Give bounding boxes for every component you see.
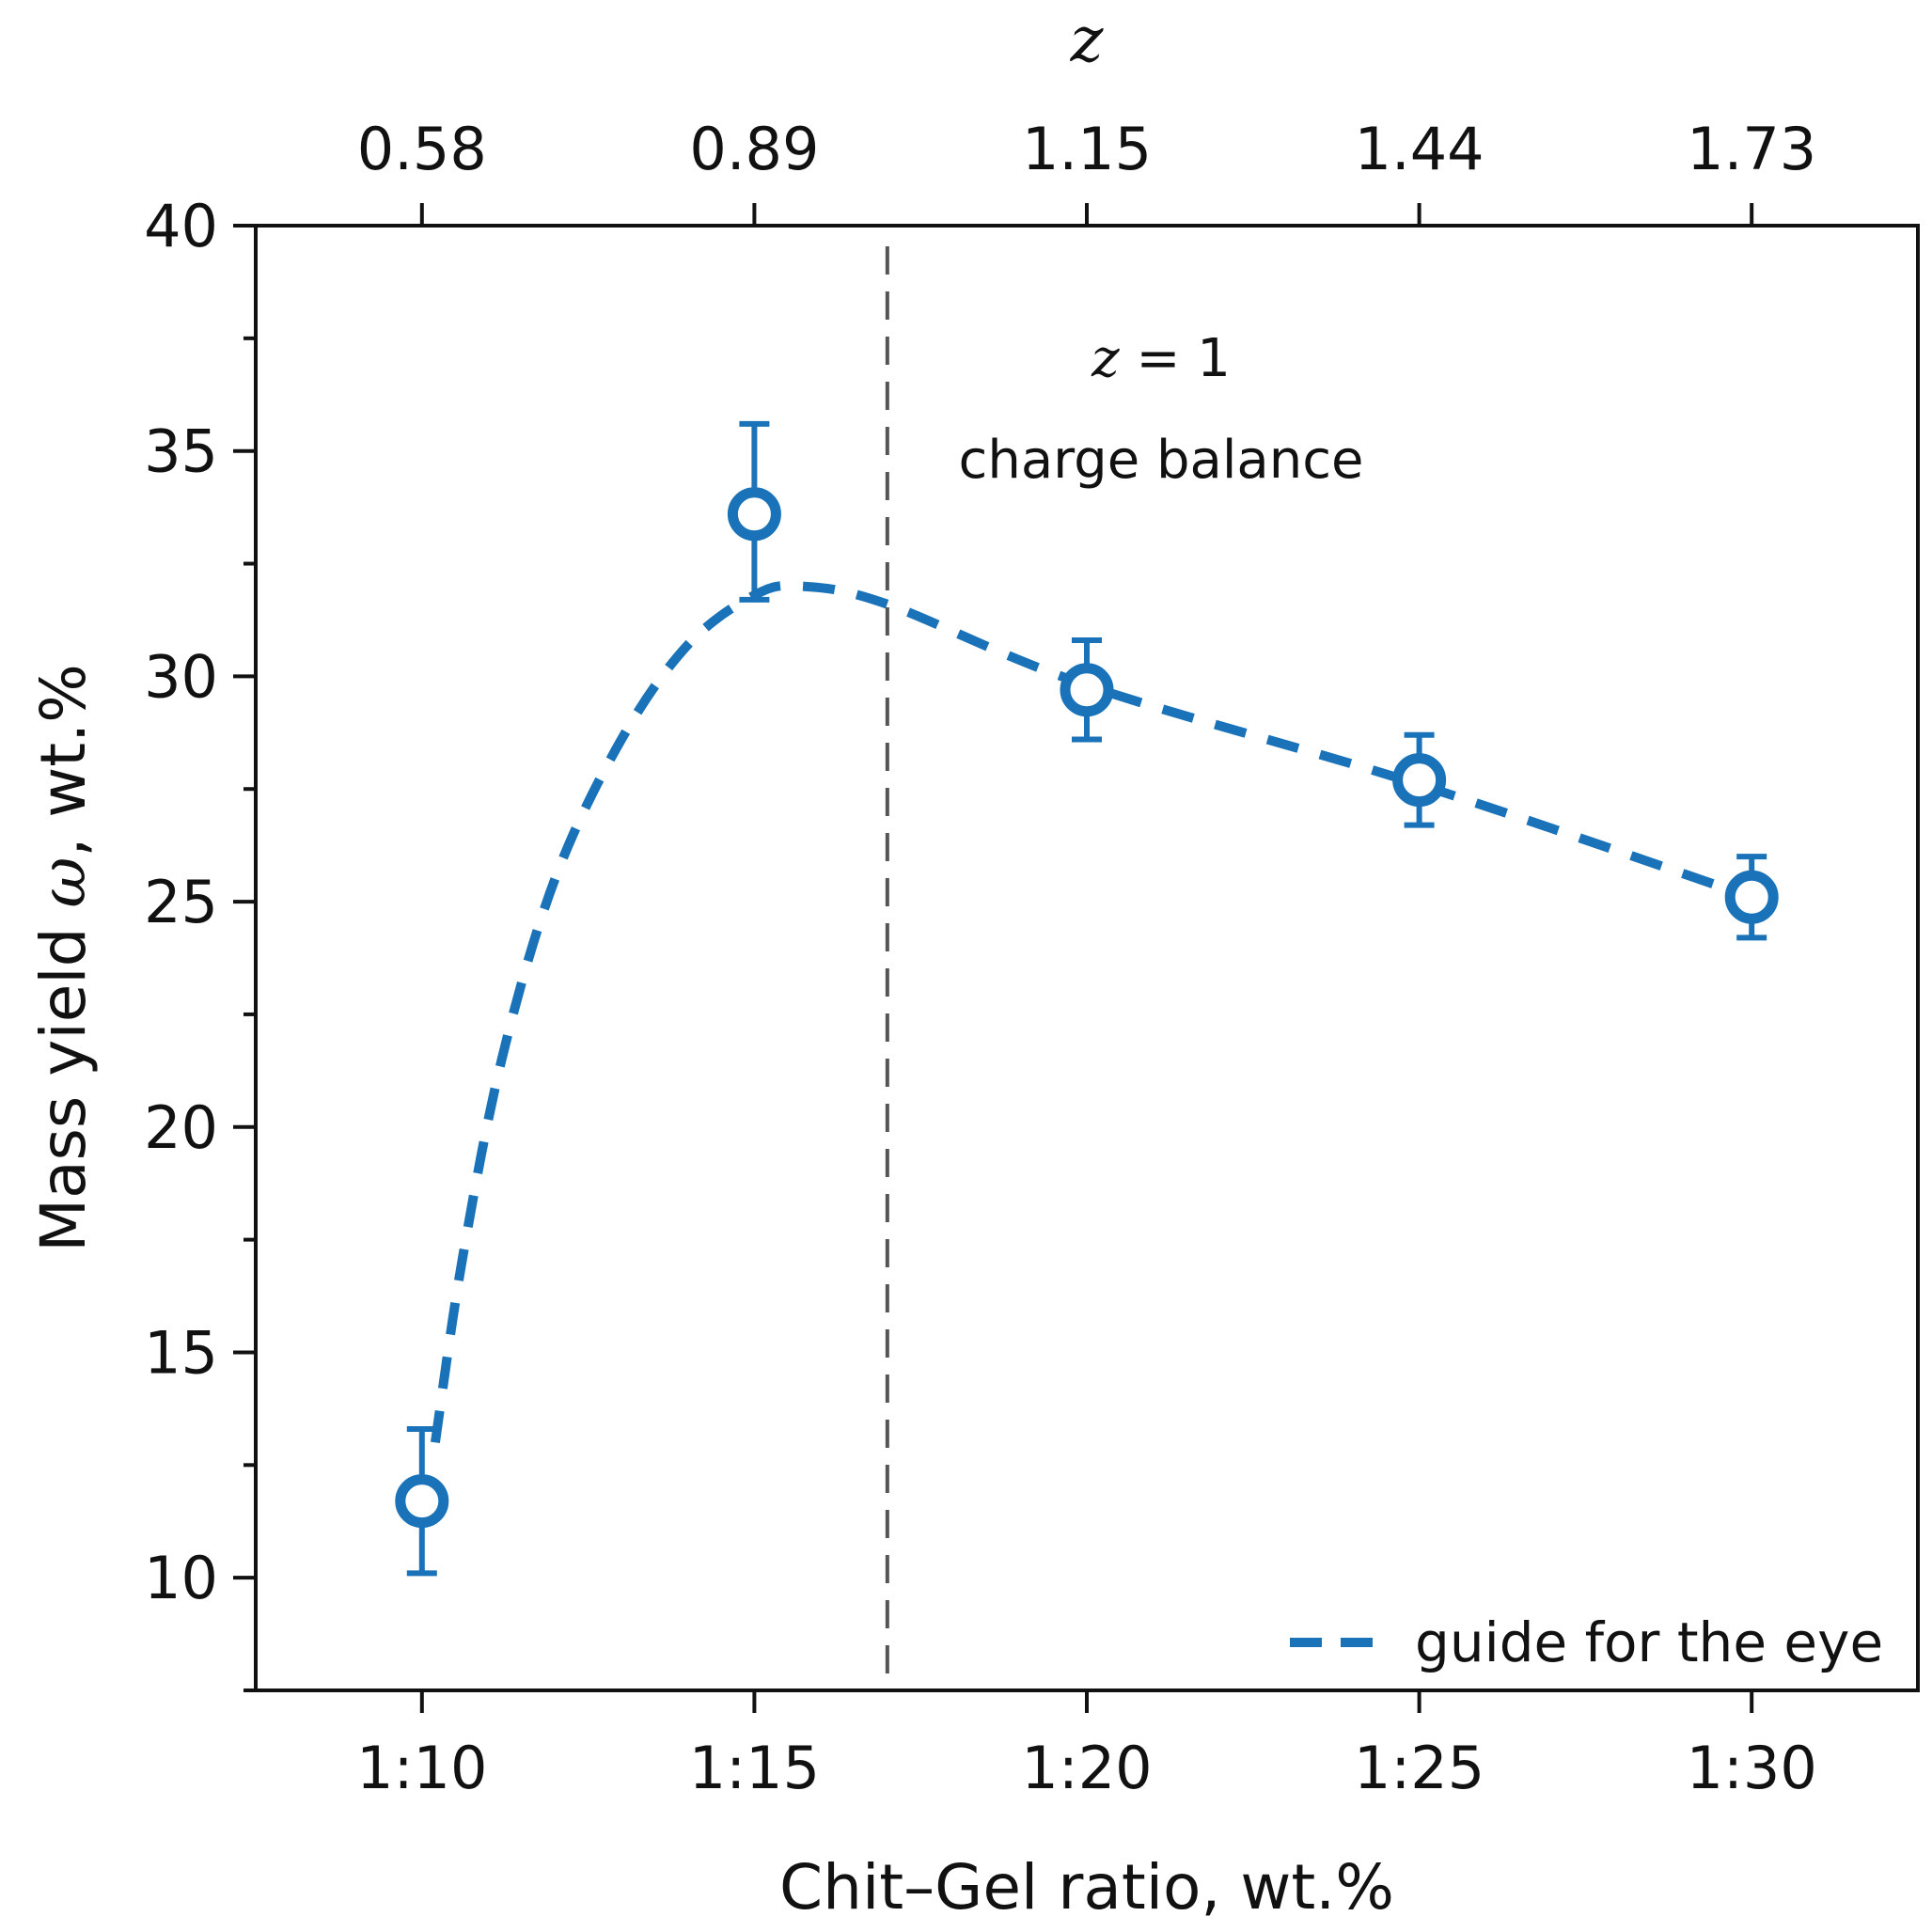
y-tick-label: 10 [144, 1544, 218, 1612]
data-point [1724, 870, 1779, 924]
y-axis-title-symbol: ω [27, 857, 100, 908]
top-axis-title: z [1070, 4, 1105, 76]
x-top-tick-label: 1.44 [1355, 115, 1484, 183]
reference-label-equation: z = 1 [1091, 328, 1231, 389]
y-axis-title-main: Mass yield [27, 907, 100, 1251]
x-bottom-tick-label: 1:25 [1354, 1734, 1484, 1802]
y-axis-title-unit: , wt.% [27, 664, 100, 857]
x-top-tick-label: 1.73 [1687, 115, 1816, 183]
y-tick-label: 40 [144, 192, 218, 260]
reference-label-text: charge balance [959, 430, 1364, 491]
x-top-tick-label: 1.15 [1022, 115, 1152, 183]
data-point [1060, 663, 1114, 717]
data-point [1392, 753, 1447, 808]
reference-label-eq: = 1 [1120, 328, 1231, 389]
y-tick-label: 25 [144, 868, 218, 936]
guide-curve-group [430, 580, 1753, 1444]
x-bottom-tick-label: 1:15 [689, 1734, 820, 1802]
guide-curve [430, 580, 1753, 1444]
data-point [395, 1474, 449, 1529]
y-tick-label: 30 [144, 642, 218, 711]
axes-group [233, 203, 1920, 1713]
x-bottom-tick-label: 1:30 [1687, 1734, 1817, 1802]
x-top-tick-label: 0.89 [689, 115, 819, 183]
y-tick-label: 20 [144, 1093, 218, 1162]
x-bottom-tick-label: 1:10 [356, 1734, 487, 1802]
y-tick-label: 35 [144, 417, 218, 486]
reference-label-symbol: z [1091, 328, 1120, 389]
x-bottom-tick-label: 1:20 [1021, 1734, 1152, 1802]
legend-label: guide for the eye [1415, 1610, 1883, 1674]
x-top-tick-label: 0.58 [357, 115, 487, 183]
data-points-group [395, 420, 1779, 1577]
y-axis-title: Mass yield ω, wt.% [27, 664, 100, 1252]
data-point [727, 487, 781, 542]
text-group: 10 15 20 25 30 35 40 1:10 0.58 1:15 0.89 1:20 1.15 1:… [27, 4, 1883, 1924]
y-tick-label: 15 [144, 1318, 218, 1387]
x-axis-title: Chit–Gel ratio, wt.% [779, 1851, 1394, 1924]
